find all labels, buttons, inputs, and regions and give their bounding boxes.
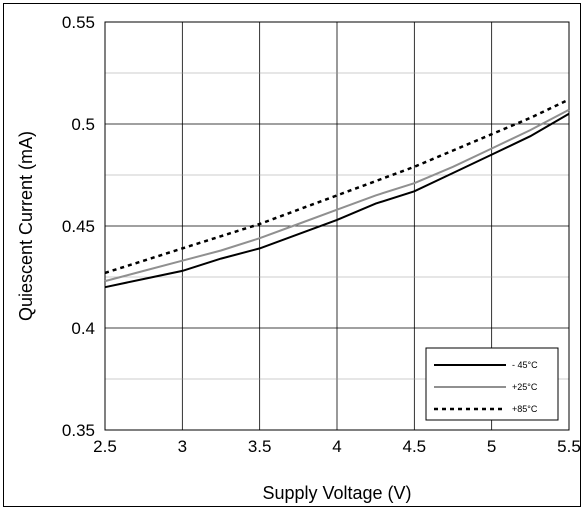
x-tick-label: 4 xyxy=(332,437,341,456)
y-tick-label: 0.4 xyxy=(71,319,95,338)
y-tick-label: 0.5 xyxy=(71,115,95,134)
y-tick-label: 0.35 xyxy=(62,421,95,440)
y-tick-label: 0.45 xyxy=(62,217,95,236)
y-tick-label: 0.55 xyxy=(62,13,95,32)
legend: - 45°C +25°C +85°C xyxy=(425,347,559,421)
x-tick-label: 4.5 xyxy=(403,437,427,456)
y-axis-label: Quiescent Current (mA) xyxy=(16,131,36,321)
x-tick-label: 5.5 xyxy=(557,437,581,456)
x-tick-label: 2.5 xyxy=(93,437,117,456)
series-layer xyxy=(104,98,570,289)
x-tick-label: 3.5 xyxy=(248,437,272,456)
series-line-1 xyxy=(104,112,570,289)
plot-area xyxy=(104,21,570,431)
x-tick-label: 5 xyxy=(487,437,496,456)
chart-frame xyxy=(3,3,581,507)
legend-label: - 45°C xyxy=(512,360,538,370)
series-line-2 xyxy=(104,108,570,283)
series-line-3 xyxy=(104,98,570,275)
x-tick-label: 3 xyxy=(178,437,187,456)
x-axis-label: Supply Voltage (V) xyxy=(262,483,411,503)
legend-label: +85°C xyxy=(512,404,538,414)
y-tick-labels: 0.35 0.4 0.45 0.5 0.55 xyxy=(62,13,95,440)
x-tick-labels: 2.5 3 3.5 4 4.5 5 5.5 xyxy=(93,437,581,456)
legend-label: +25°C xyxy=(512,382,538,392)
